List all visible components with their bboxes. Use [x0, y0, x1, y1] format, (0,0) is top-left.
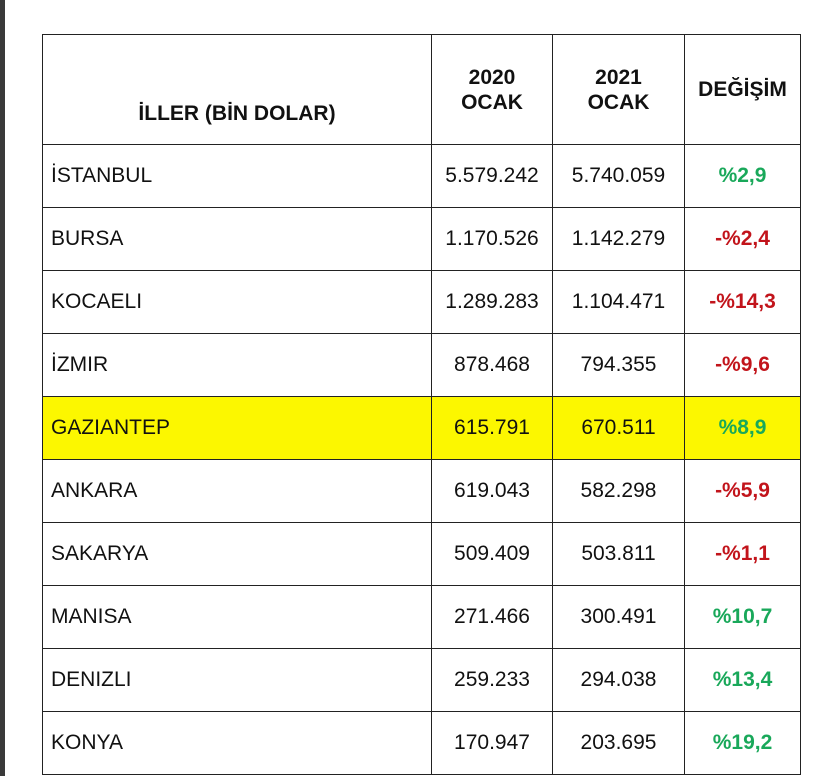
province-cell: GAZIANTEP	[42, 396, 432, 460]
header-2021: 2021 OCAK	[552, 34, 685, 145]
value-2020-cell: 1.170.526	[431, 207, 553, 271]
header-province-label: İLLER (BİN DOLAR)	[138, 102, 336, 125]
table-row: İZMIR 878.468 794.355 -%9,6	[42, 333, 801, 397]
province-cell: BURSA	[42, 207, 432, 271]
header-province: İLLER (BİN DOLAR)	[42, 34, 432, 145]
export-table: İLLER (BİN DOLAR) 2020 OCAK 2021 OCAK DE…	[42, 34, 801, 775]
header-row: İLLER (BİN DOLAR) 2020 OCAK 2021 OCAK DE…	[42, 34, 801, 145]
change-cell: %13,4	[684, 648, 801, 712]
change-cell: %10,7	[684, 585, 801, 649]
province-cell: İSTANBUL	[42, 144, 432, 208]
value-2021-cell: 670.511	[552, 396, 685, 460]
value-2020-cell: 619.043	[431, 459, 553, 523]
value-2020-cell: 5.579.242	[431, 144, 553, 208]
value-2021-cell: 203.695	[552, 711, 685, 775]
header-2020-year: 2020	[468, 65, 516, 89]
table-row: BURSA 1.170.526 1.142.279 -%2,4	[42, 207, 801, 271]
change-cell: -%5,9	[684, 459, 801, 523]
province-cell: İZMIR	[42, 333, 432, 397]
province-cell: ANKARA	[42, 459, 432, 523]
value-2020-cell: 271.466	[431, 585, 553, 649]
value-2020-cell: 1.289.283	[431, 270, 553, 334]
change-cell: %2,9	[684, 144, 801, 208]
value-2021-cell: 794.355	[552, 333, 685, 397]
change-cell: -%14,3	[684, 270, 801, 334]
header-change-label: DEĞİŞİM	[698, 78, 787, 101]
value-2021-cell: 5.740.059	[552, 144, 685, 208]
value-2021-cell: 300.491	[552, 585, 685, 649]
table-row: KONYA 170.947 203.695 %19,2	[42, 711, 801, 775]
province-cell: KOCAELI	[42, 270, 432, 334]
change-cell: %8,9	[684, 396, 801, 460]
change-cell: -%9,6	[684, 333, 801, 397]
value-2020-cell: 509.409	[431, 522, 553, 586]
header-2021-month: OCAK	[587, 90, 650, 114]
table-row: SAKARYA 509.409 503.811 -%1,1	[42, 522, 801, 586]
province-cell: DENIZLI	[42, 648, 432, 712]
table-body: İSTANBUL 5.579.242 5.740.059 %2,9 BURSA 1.170…	[42, 144, 801, 775]
value-2021-cell: 1.104.471	[552, 270, 685, 334]
header-change: DEĞİŞİM	[684, 34, 801, 145]
province-cell: MANISA	[42, 585, 432, 649]
change-cell: -%1,1	[684, 522, 801, 586]
table-row: İSTANBUL 5.579.242 5.740.059 %2,9	[42, 144, 801, 208]
province-cell: KONYA	[42, 711, 432, 775]
header-2021-year: 2021	[595, 65, 642, 89]
change-cell: %19,2	[684, 711, 801, 775]
change-cell: -%2,4	[684, 207, 801, 271]
table-row: GAZIANTEP 615.791 670.511 %8,9	[42, 396, 801, 460]
table-row: MANISA 271.466 300.491 %10,7	[42, 585, 801, 649]
value-2020-cell: 615.791	[431, 396, 553, 460]
table-header: İLLER (BİN DOLAR) 2020 OCAK 2021 OCAK DE…	[42, 34, 801, 145]
value-2021-cell: 1.142.279	[552, 207, 685, 271]
province-cell: SAKARYA	[42, 522, 432, 586]
value-2020-cell: 878.468	[431, 333, 553, 397]
header-2020: 2020 OCAK	[431, 34, 553, 145]
table-row: DENIZLI 259.233 294.038 %13,4	[42, 648, 801, 712]
value-2021-cell: 503.811	[552, 522, 685, 586]
table-row: ANKARA 619.043 582.298 -%5,9	[42, 459, 801, 523]
table-row: KOCAELI 1.289.283 1.104.471 -%14,3	[42, 270, 801, 334]
value-2021-cell: 582.298	[552, 459, 685, 523]
value-2021-cell: 294.038	[552, 648, 685, 712]
left-edge-border	[0, 0, 5, 776]
header-2020-month: OCAK	[461, 90, 523, 114]
value-2020-cell: 170.947	[431, 711, 553, 775]
value-2020-cell: 259.233	[431, 648, 553, 712]
